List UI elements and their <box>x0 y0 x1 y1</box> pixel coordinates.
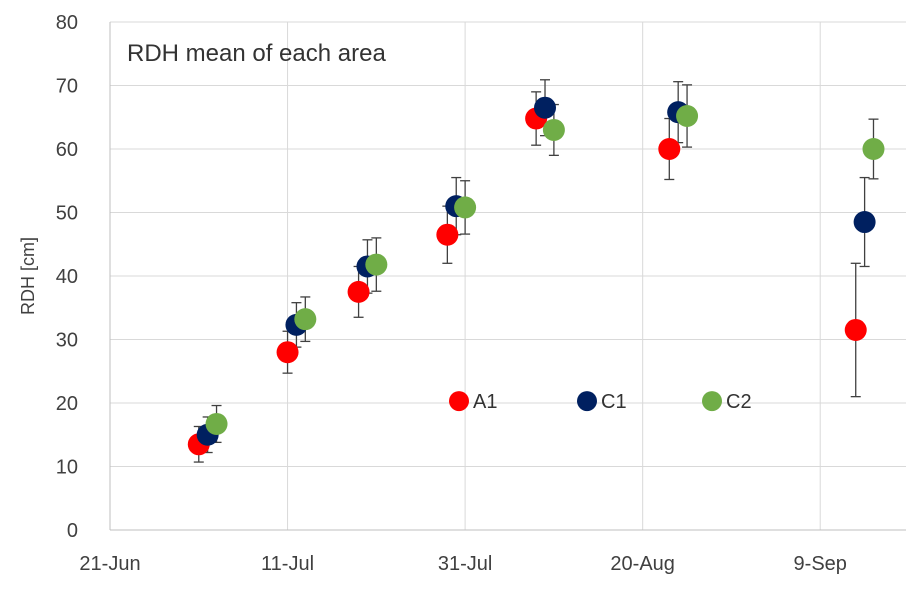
point-a1 <box>347 280 370 303</box>
point-a1 <box>276 341 299 364</box>
point-a1 <box>436 223 459 246</box>
x-tick-label: 20-Aug <box>610 553 675 575</box>
y-tick-label: 60 <box>56 139 78 161</box>
x-tick-label: 11-Jul <box>261 553 314 575</box>
point-c2 <box>294 308 317 331</box>
point-c1 <box>853 211 876 234</box>
point-a1 <box>658 138 681 160</box>
x-tick-label: 21-Jun <box>79 553 140 575</box>
y-tick-label: 0 <box>67 520 78 542</box>
y-tick-label: 70 <box>56 76 78 98</box>
legend-marker-c1 <box>577 391 597 412</box>
point-c2 <box>542 118 565 141</box>
error-bars <box>193 79 879 463</box>
point-c2 <box>205 412 228 435</box>
chart-title: RDH mean of each area <box>127 40 386 67</box>
axes <box>109 22 906 531</box>
legend-label-c2: C2 <box>726 391 752 413</box>
legend-marker-a1 <box>449 391 469 412</box>
legend: A1 C1 C2 <box>449 391 752 413</box>
gridlines <box>110 21 906 530</box>
point-c2 <box>365 253 388 276</box>
point-a1 <box>844 318 867 341</box>
y-axis-title: RDH [cm] <box>18 237 38 315</box>
point-c2 <box>676 104 699 127</box>
y-tick-label: 30 <box>56 330 78 352</box>
y-tick-label: 20 <box>56 393 78 415</box>
point-c2 <box>862 138 885 160</box>
x-tick-label: 9-Sep <box>794 553 847 575</box>
y-tick-label: 40 <box>56 266 78 288</box>
point-c1 <box>534 96 557 119</box>
y-tick-label: 50 <box>56 203 78 225</box>
legend-label-c1: C1 <box>601 391 627 413</box>
legend-marker-c2 <box>702 391 722 412</box>
x-tick-labels: 21-Jun 11-Jul 31-Jul 20-Aug 9-Sep <box>79 553 846 575</box>
x-tick-label: 31-Jul <box>438 553 492 575</box>
y-tick-label: 10 <box>56 457 78 479</box>
point-c2 <box>454 196 477 219</box>
y-tick-labels: 0 10 20 30 40 50 60 70 80 <box>56 12 78 542</box>
data-points <box>187 96 885 456</box>
legend-label-a1: A1 <box>473 391 497 413</box>
y-tick-label: 80 <box>56 12 78 34</box>
